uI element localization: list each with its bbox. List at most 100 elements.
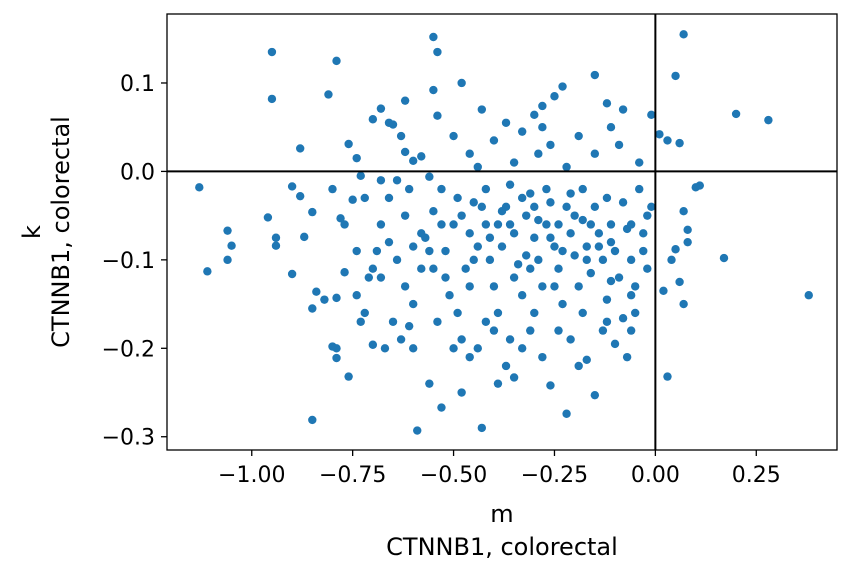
data-point: [509, 229, 519, 238]
data-point: [308, 304, 317, 313]
data-point: [558, 246, 567, 256]
data-point: [271, 241, 281, 250]
data-point: [517, 127, 527, 136]
data-point: [671, 71, 680, 81]
y-axis-label-line2: CTNNB1, colorectal: [47, 116, 75, 348]
data-point: [679, 30, 688, 39]
data-point: [328, 342, 337, 351]
data-point: [586, 268, 595, 278]
data-point: [392, 255, 402, 265]
data-point: [332, 353, 341, 363]
data-point: [271, 233, 281, 242]
data-point: [618, 198, 628, 207]
data-point: [667, 255, 676, 265]
data-point: [409, 344, 418, 353]
data-point: [433, 317, 442, 326]
data-point: [287, 182, 297, 191]
data-point: [570, 251, 579, 260]
data-point: [344, 372, 353, 381]
data-point: [530, 233, 539, 242]
data-point: [614, 273, 624, 282]
data-point: [530, 308, 539, 318]
data-point: [364, 273, 374, 282]
data-point: [404, 184, 414, 194]
data-point: [647, 110, 656, 120]
data-point: [526, 264, 535, 273]
data-point: [663, 372, 672, 381]
data-point: [538, 101, 547, 111]
y-tick-label: 0.1: [120, 72, 155, 97]
data-point: [538, 352, 547, 362]
data-point: [509, 373, 519, 382]
data-point: [465, 352, 474, 362]
data-point: [477, 105, 487, 114]
data-point: [606, 123, 616, 132]
data-point: [308, 207, 317, 217]
x-tick-label: 0.00: [631, 463, 680, 488]
data-point: [429, 85, 438, 95]
data-point: [445, 291, 454, 300]
data-point: [558, 299, 567, 309]
data-point: [356, 171, 365, 181]
data-point: [554, 326, 563, 335]
data-point: [465, 282, 474, 291]
data-point: [610, 246, 620, 256]
data-point: [340, 268, 349, 277]
data-point: [227, 241, 236, 250]
data-point: [562, 409, 571, 418]
data-point: [501, 361, 511, 371]
data-point: [348, 195, 357, 204]
data-point: [538, 282, 547, 291]
data-point: [606, 237, 616, 247]
data-point: [477, 202, 487, 211]
data-point: [590, 149, 600, 158]
plot-area-frame: [166, 13, 838, 451]
data-point: [522, 251, 531, 260]
data-point: [683, 225, 692, 234]
data-point: [602, 317, 612, 326]
data-point: [570, 211, 579, 220]
data-point: [526, 189, 535, 198]
data-point: [400, 147, 410, 157]
x-tick-label: −0.25: [521, 463, 588, 488]
data-point: [606, 220, 616, 229]
data-point: [429, 264, 438, 273]
data-point: [308, 415, 317, 425]
data-point: [530, 202, 539, 211]
data-point: [550, 282, 559, 291]
data-point: [719, 253, 729, 263]
data-point: [517, 344, 527, 353]
data-point: [626, 291, 636, 300]
data-point: [489, 282, 499, 291]
data-point: [481, 317, 491, 326]
data-point: [562, 162, 571, 172]
data-point: [473, 344, 482, 353]
data-point: [465, 229, 474, 238]
data-point: [594, 229, 604, 238]
data-point: [602, 193, 612, 203]
data-point: [489, 136, 499, 145]
data-point: [546, 140, 555, 150]
y-tick-label: 0.0: [120, 160, 155, 185]
data-point: [263, 213, 273, 222]
data-point: [526, 326, 535, 335]
data-point: [618, 314, 628, 323]
data-point: [477, 423, 487, 433]
data-point: [267, 47, 277, 57]
y-tick-label: −0.3: [102, 426, 155, 451]
data-point: [441, 273, 450, 282]
data-point: [223, 255, 232, 265]
data-point: [413, 426, 422, 435]
data-point: [360, 193, 369, 203]
data-point: [626, 326, 636, 335]
data-point: [542, 220, 551, 229]
data-point: [312, 287, 321, 296]
data-point: [388, 317, 398, 326]
data-point: [574, 361, 583, 371]
data-point: [425, 379, 434, 388]
data-point: [388, 120, 398, 129]
data-point: [663, 136, 672, 145]
data-point: [352, 291, 361, 300]
data-point: [534, 149, 543, 158]
data-point: [457, 335, 466, 344]
